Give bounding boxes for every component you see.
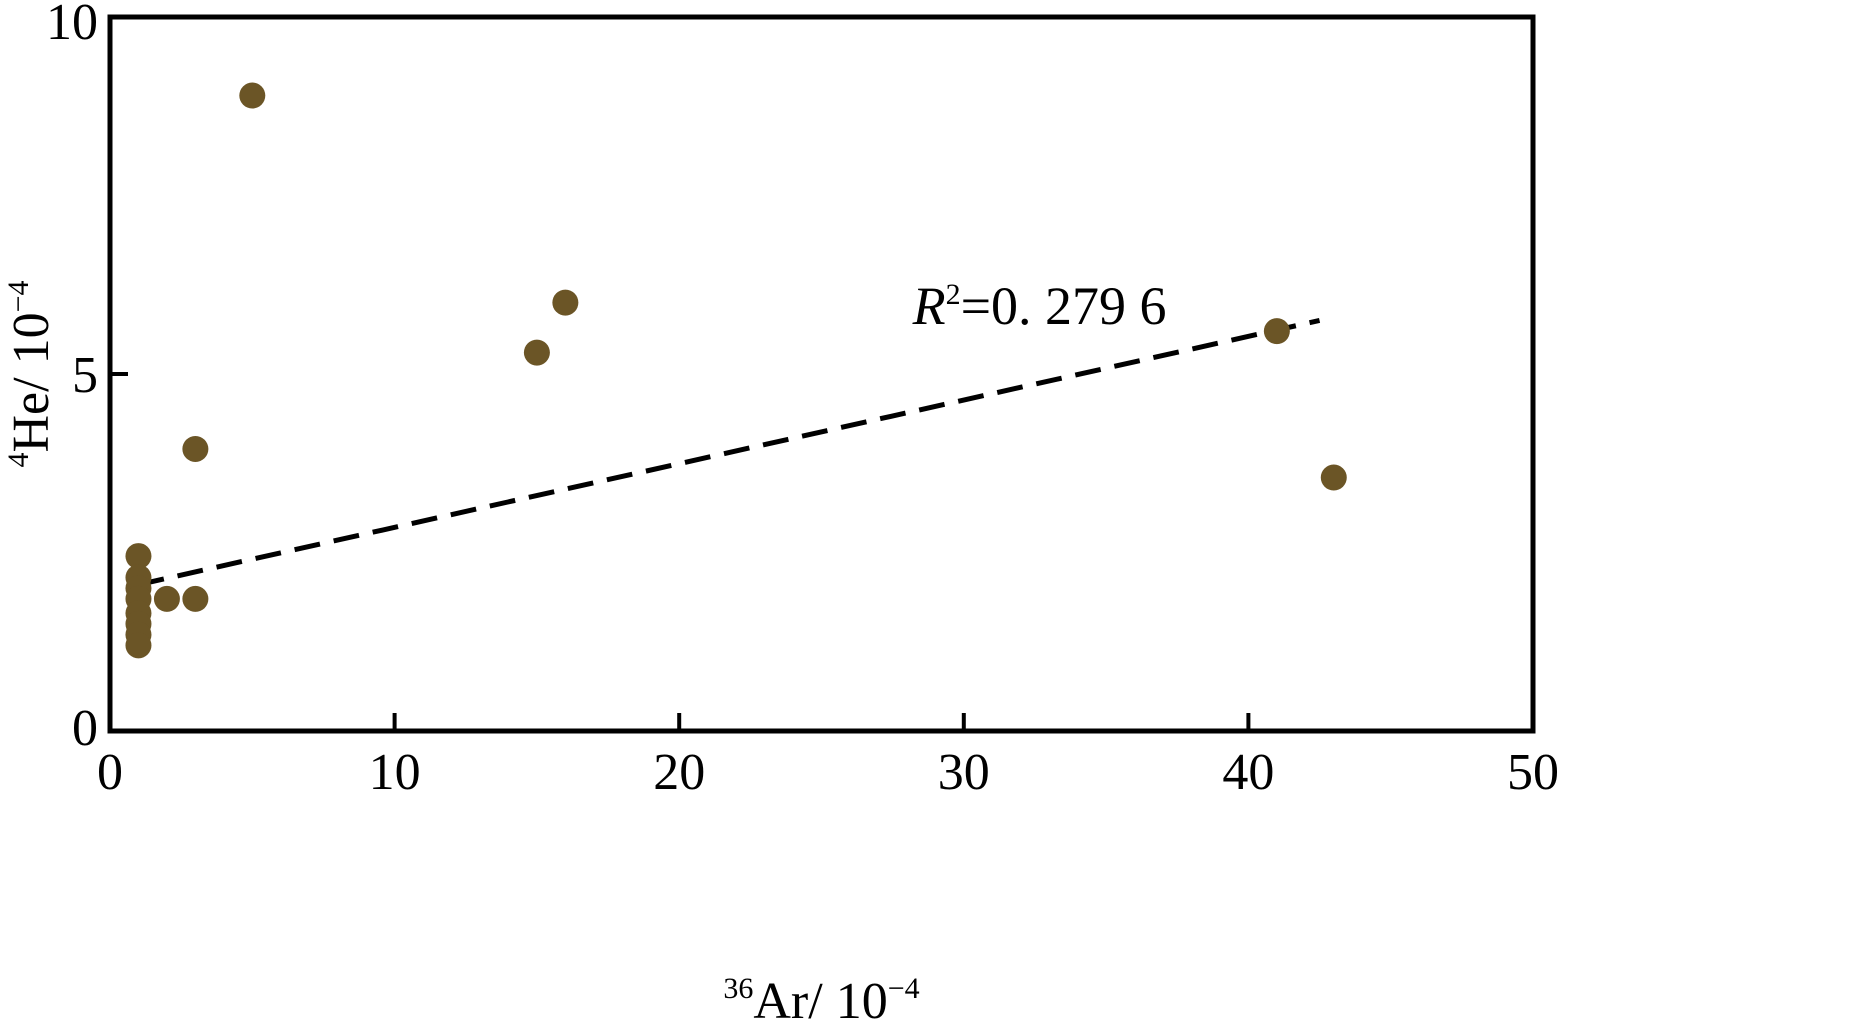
data-point [552, 289, 579, 316]
tick-labels: 0 10 20 30 40 50 0 5 10 [46, 0, 1559, 801]
axis-ticks [110, 372, 1251, 731]
plot-frame [107, 14, 1536, 734]
y-tick-label: 10 [46, 0, 98, 51]
x-tick-label: 0 [97, 744, 123, 801]
r-variable: R [912, 276, 946, 336]
data-point [125, 543, 152, 570]
x-tick-label: 50 [1507, 744, 1559, 801]
x-label-superscript: 36 [723, 972, 753, 1005]
x-label-exponent: −4 [888, 972, 920, 1005]
x-tick-label: 30 [938, 744, 990, 801]
y-label-exponent: −4 [2, 280, 35, 312]
y-tick-label: 5 [72, 347, 98, 404]
data-point [1320, 464, 1347, 491]
data-points [125, 82, 1347, 659]
y-tick-label: 0 [72, 700, 98, 757]
data-point [239, 82, 266, 109]
x-tick-label: 20 [653, 744, 705, 801]
data-point [1263, 318, 1290, 345]
data-point [182, 435, 209, 462]
r-squared-label: R2=0. 279 6 [912, 276, 1167, 336]
data-point [125, 632, 152, 659]
x-label-base: Ar/ 10 [753, 973, 887, 1028]
x-tick-label: 40 [1222, 744, 1274, 801]
x-tick-label: 10 [369, 744, 421, 801]
trend-line [137, 318, 1321, 588]
data-point [182, 585, 209, 612]
r-exponent: 2 [946, 278, 961, 311]
data-point [153, 585, 180, 612]
y-label-base: He/ 10 [3, 312, 60, 452]
r-value: =0. 279 6 [961, 276, 1167, 336]
x-axis-label: 36Ar/ 10−4 [723, 972, 919, 1028]
y-axis-label: 4He/ 10−4 [2, 280, 60, 467]
data-point [523, 339, 550, 366]
y-label-superscript: 4 [2, 453, 35, 468]
